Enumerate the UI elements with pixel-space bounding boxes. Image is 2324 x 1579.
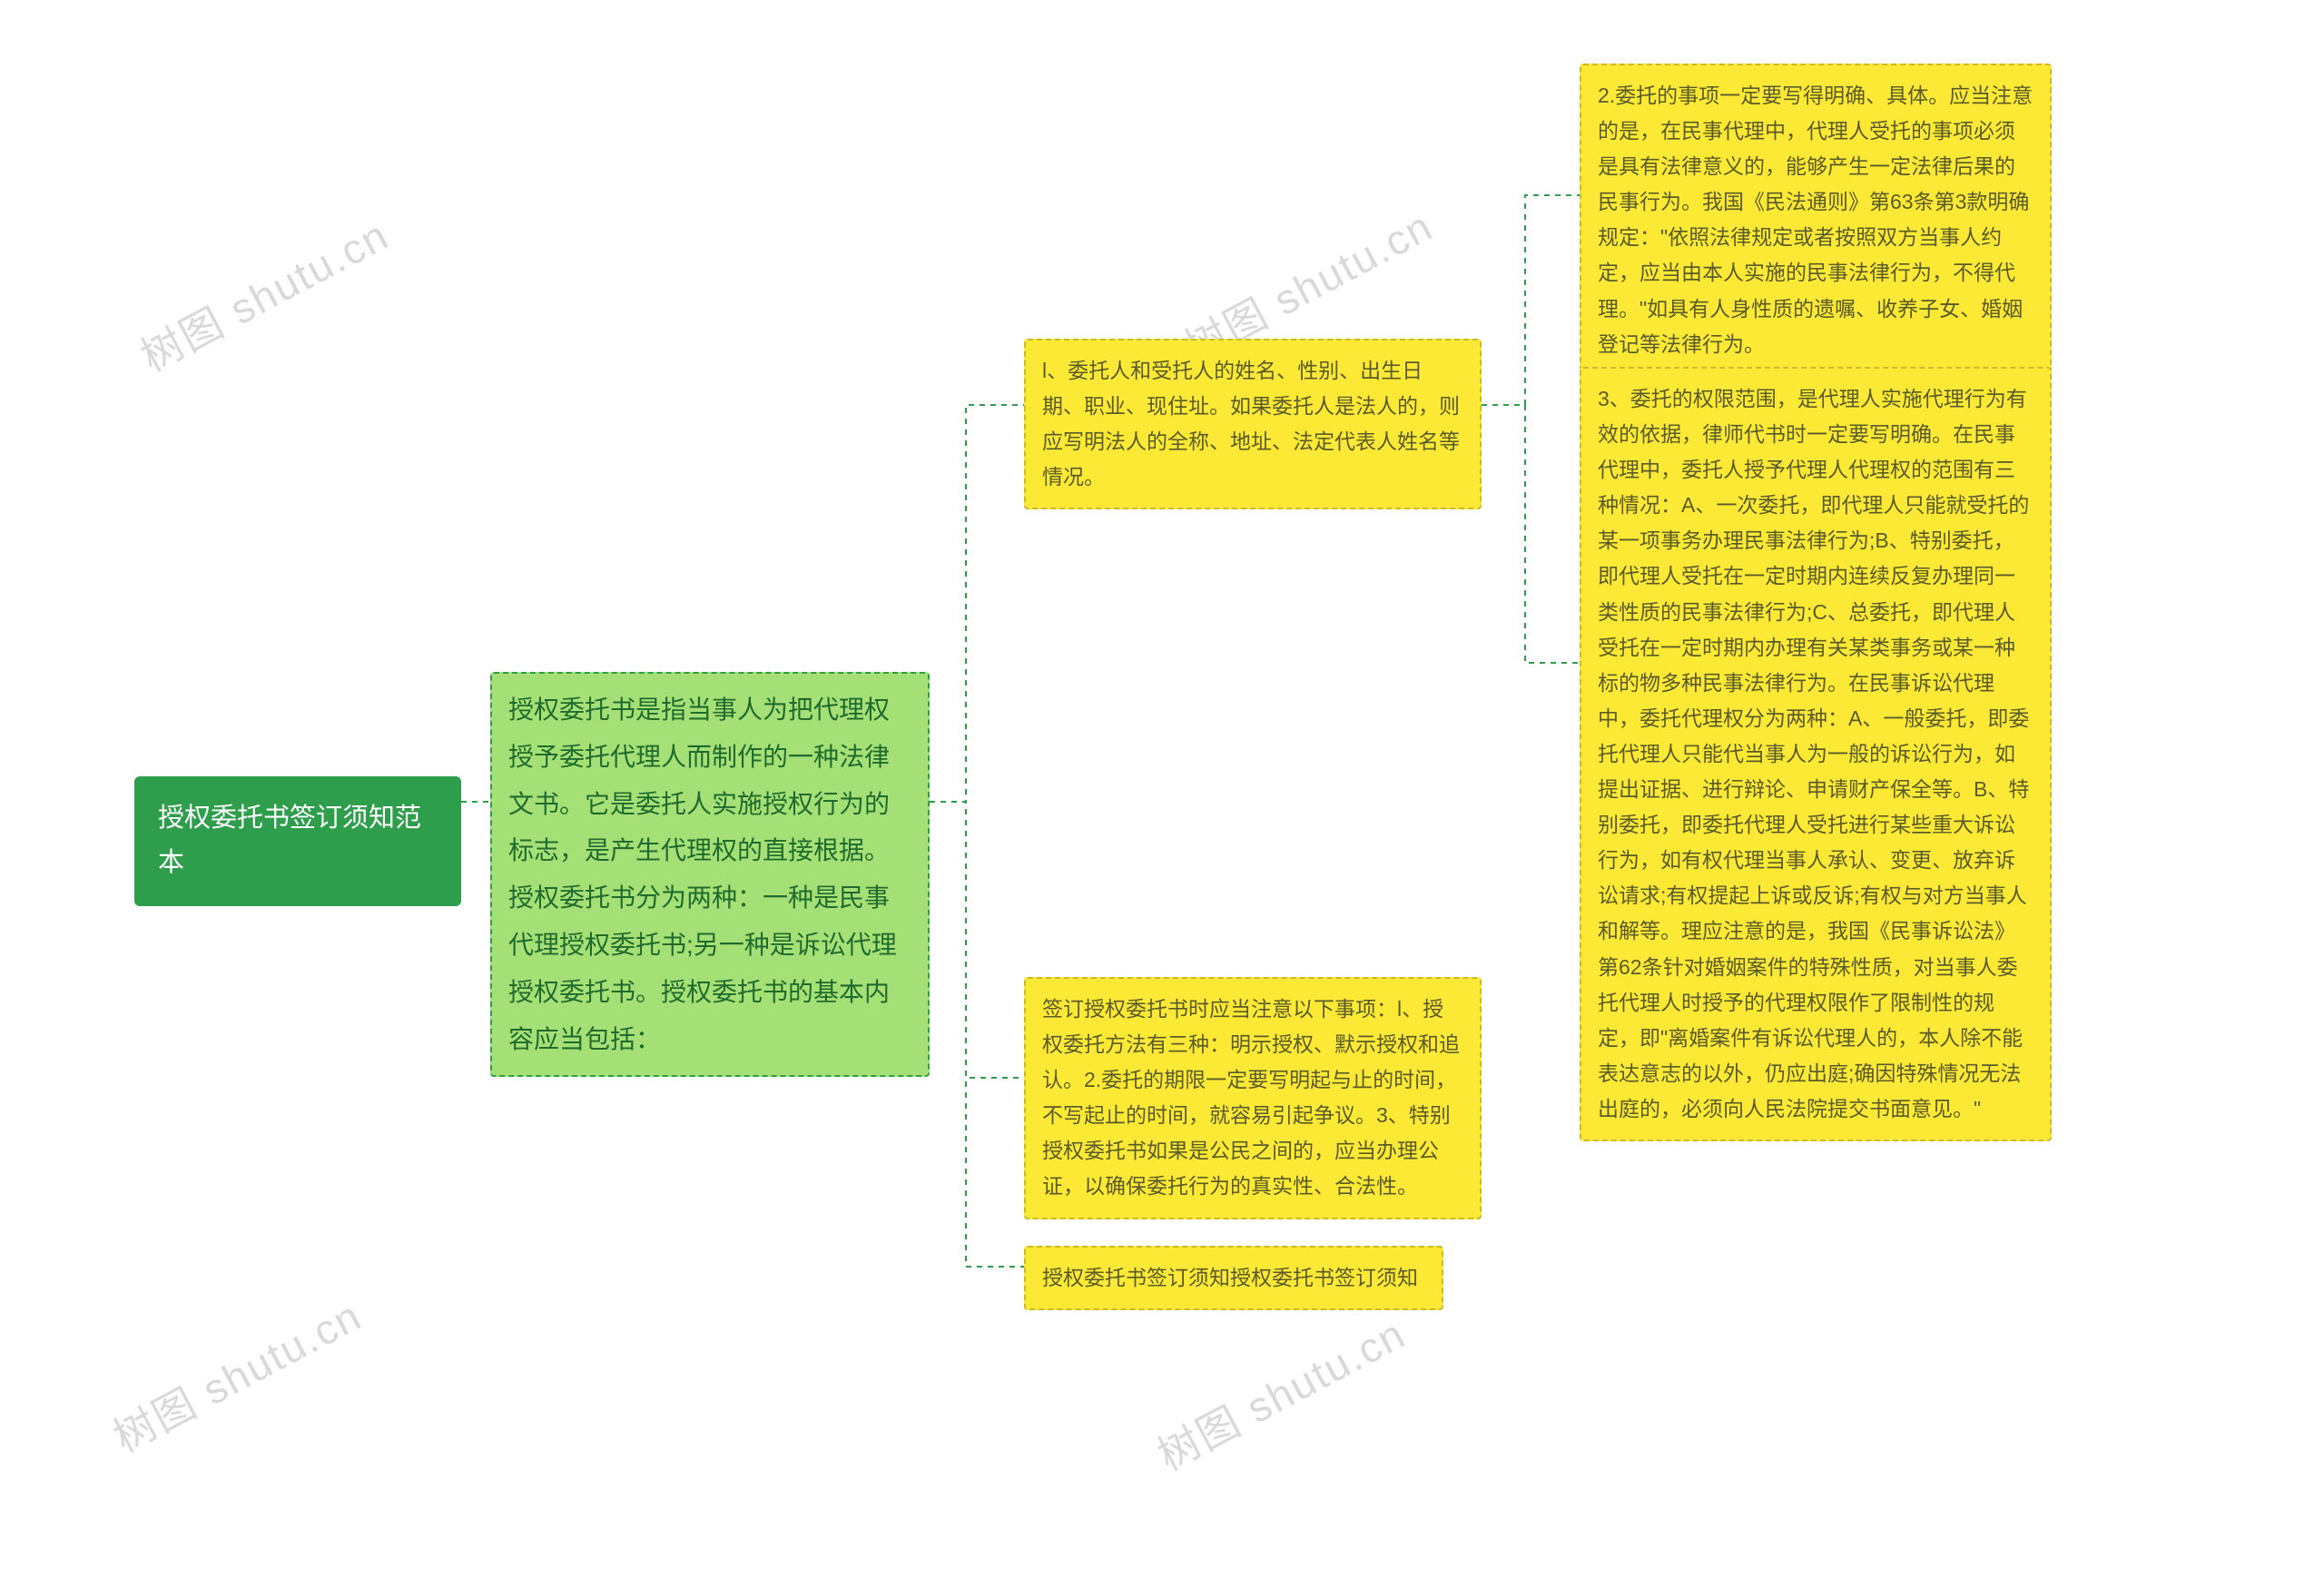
watermark: 树图 shutu.cn: [129, 202, 398, 383]
mindmap-node-parties: l、委托人和受托人的姓名、性别、出生日期、职业、现住址。如果委托人是法人的，则应…: [1024, 339, 1482, 509]
mindmap-node-intro: 授权委托书是指当事人为把代理权授予委托代理人而制作的一种法律文书。它是委托人实施…: [490, 672, 930, 1077]
mindmap-node-notice: 签订授权委托书时应当注意以下事项：l、授权委托方法有三种：明示授权、默示授权和追…: [1024, 977, 1482, 1219]
watermark: 树图 shutu.cn: [1146, 1301, 1414, 1482]
mindmap-node-matters: 2.委托的事项一定要写得明确、具体。应当注意的是，在民事代理中，代理人受托的事项…: [1580, 64, 2052, 377]
mindmap-node-footer: 授权委托书签订须知授权委托书签订须知: [1024, 1246, 1443, 1310]
mindmap-root: 授权委托书签订须知范本: [134, 776, 461, 906]
mindmap-node-scope: 3、委托的权限范围，是代理人实施代理行为有效的依据，律师代书时一定要写明确。在民…: [1580, 367, 2052, 1141]
watermark: 树图 shutu.cn: [102, 1283, 370, 1464]
